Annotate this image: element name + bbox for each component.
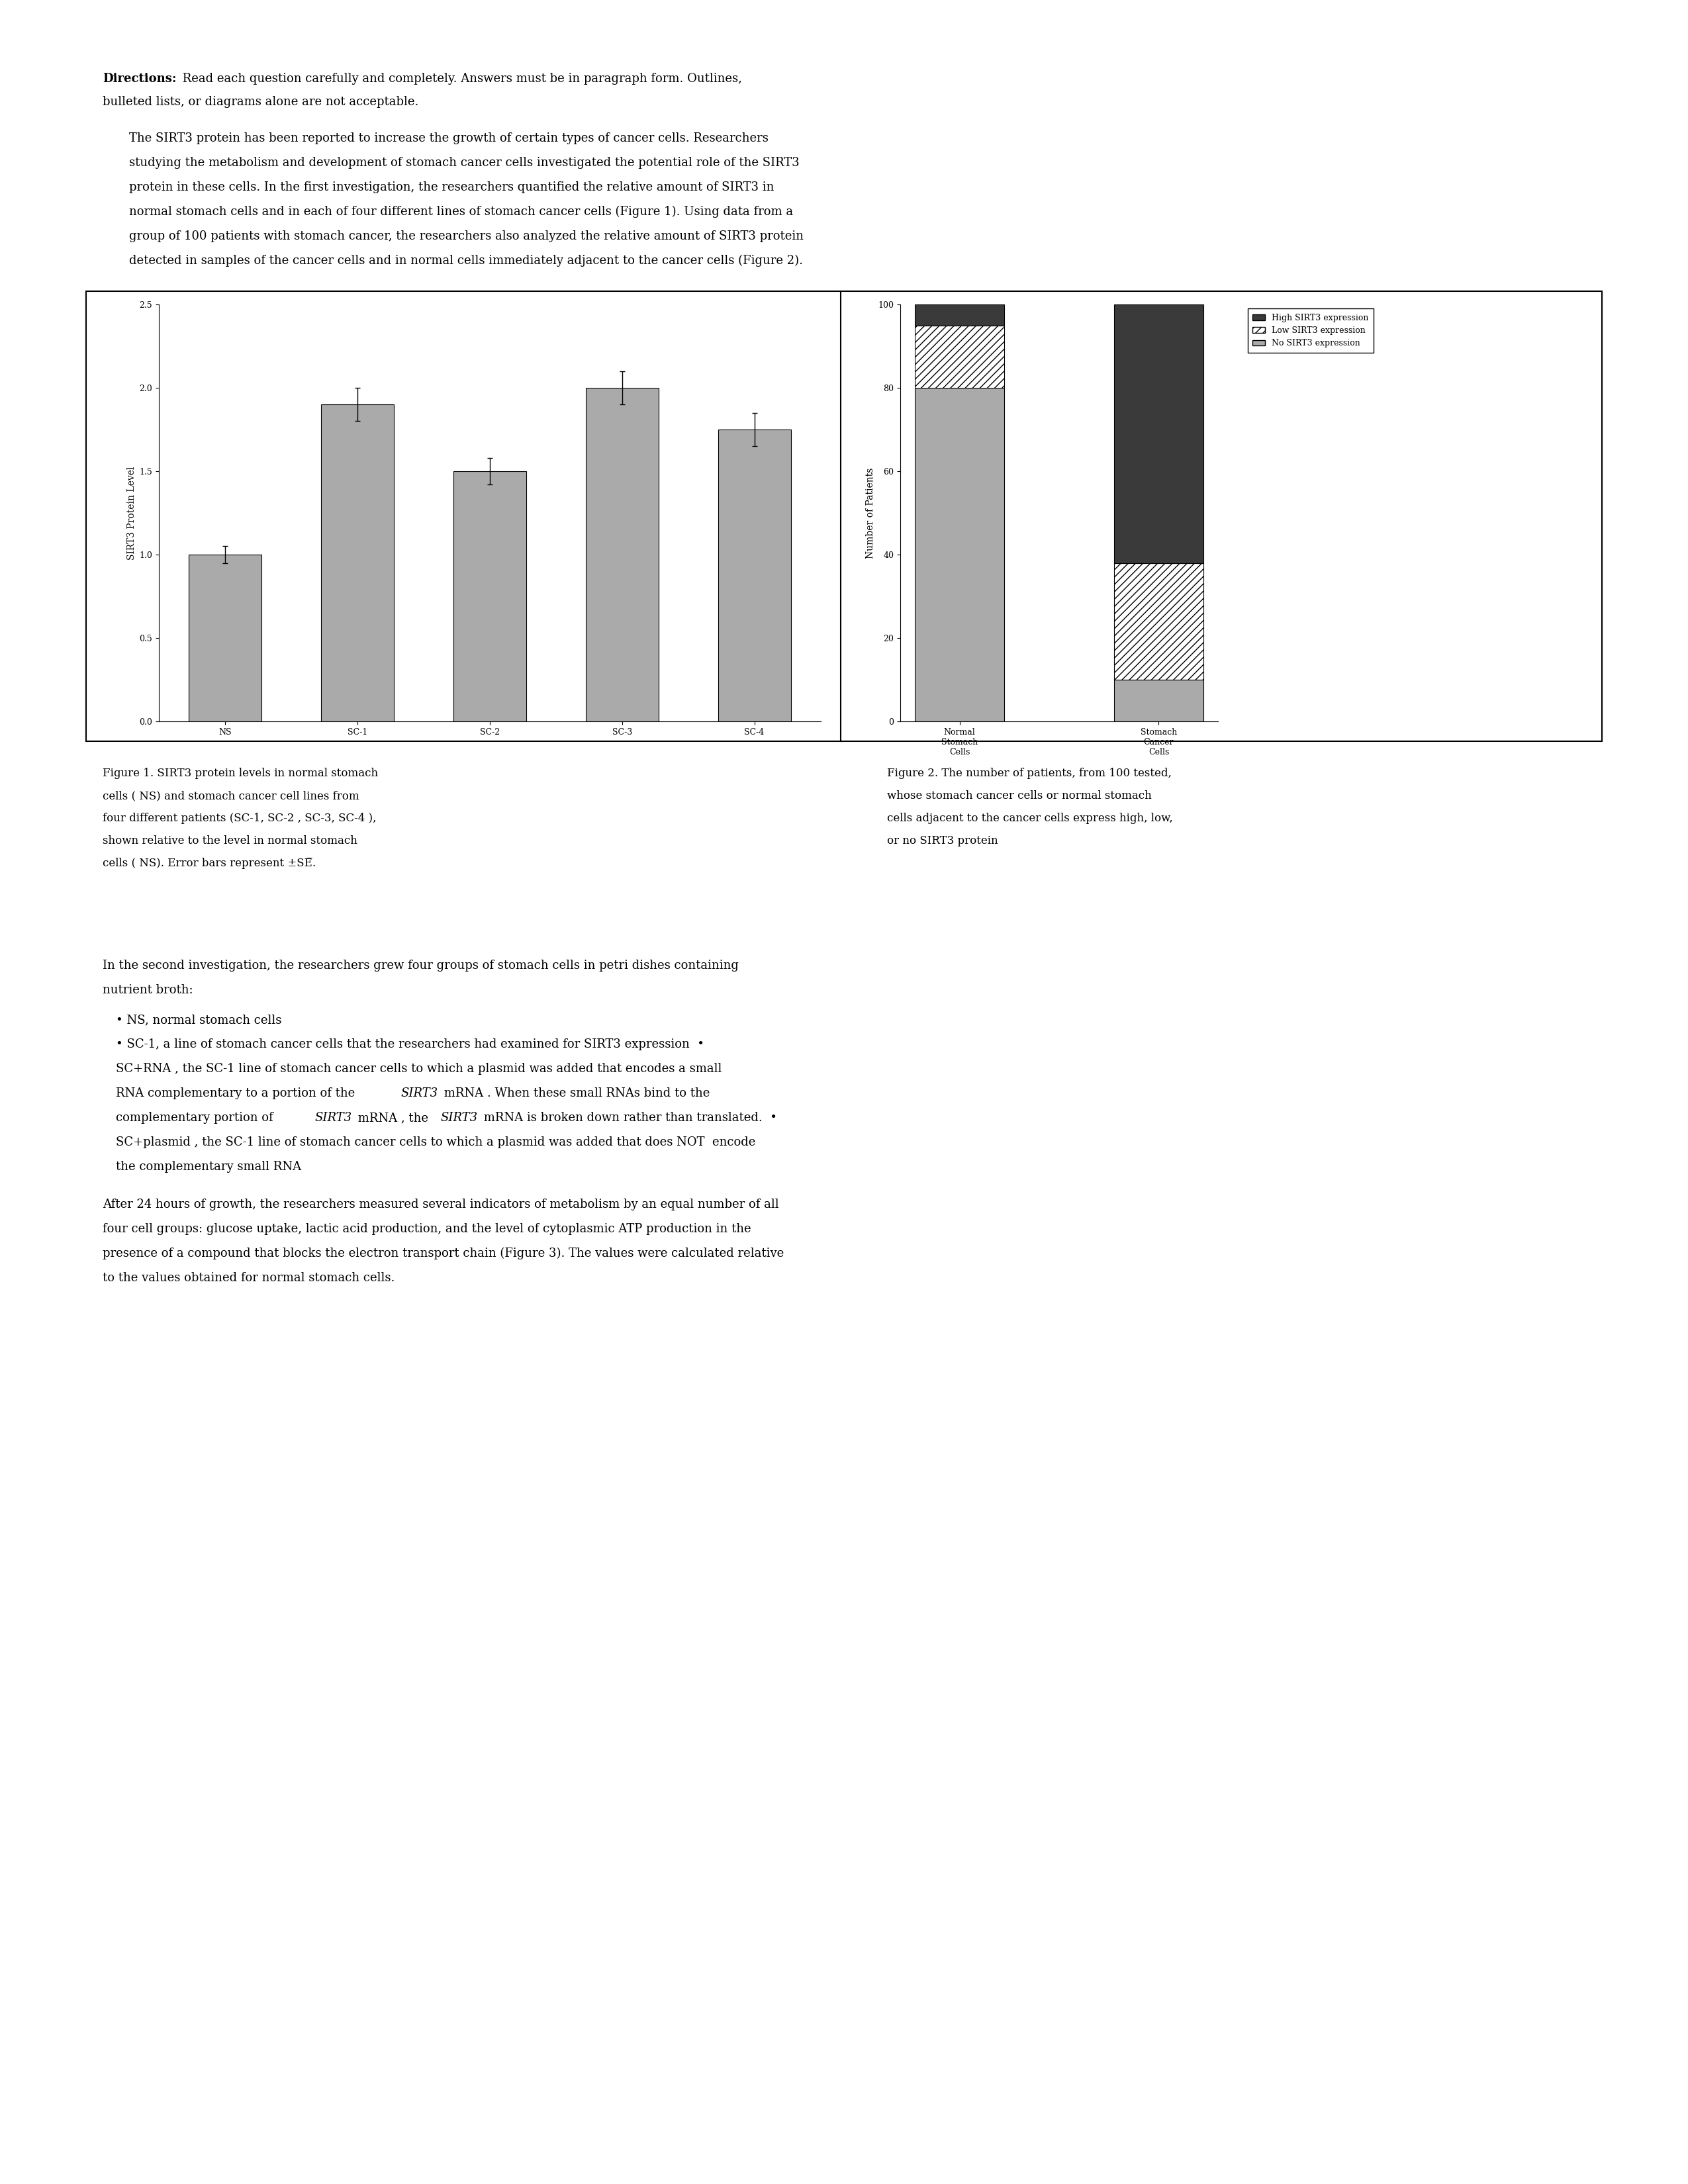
Text: • NS, normal stomach cells: • NS, normal stomach cells	[116, 1013, 282, 1026]
Text: mRNA is broken down rather than translated.  •: mRNA is broken down rather than translat…	[479, 1112, 776, 1125]
Y-axis label: Number of Patients: Number of Patients	[866, 467, 874, 559]
Text: four different patients (SC-1, SC-2 , SC-3, SC-4 ),: four different patients (SC-1, SC-2 , SC…	[103, 812, 376, 823]
Text: The SIRT3 protein has been reported to increase the growth of certain types of c: The SIRT3 protein has been reported to i…	[128, 133, 768, 144]
Text: cells ( NS). Error bars represent ±SE̅.: cells ( NS). Error bars represent ±SE̅.	[103, 858, 316, 869]
Text: presence of a compound that blocks the electron transport chain (Figure 3). The : presence of a compound that blocks the e…	[103, 1247, 783, 1260]
Text: studying the metabolism and development of stomach cancer cells investigated the: studying the metabolism and development …	[128, 157, 800, 168]
Text: shown relative to the level in normal stomach: shown relative to the level in normal st…	[103, 834, 358, 847]
Text: group of 100 patients with stomach cancer, the researchers also analyzed the rel: group of 100 patients with stomach cance…	[128, 229, 803, 242]
Text: mRNA , the: mRNA , the	[354, 1112, 432, 1125]
Bar	[454, 472, 527, 721]
Bar	[915, 325, 1004, 389]
Text: RNA complementary to a portion of the: RNA complementary to a portion of the	[116, 1088, 360, 1099]
Text: Figure 2. The number of patients, from 100 tested,: Figure 2. The number of patients, from 1…	[886, 769, 1171, 780]
Text: SC+plasmid , the SC-1 line of stomach cancer cells to which a plasmid was added : SC+plasmid , the SC-1 line of stomach ca…	[116, 1136, 756, 1149]
Text: whose stomach cancer cells or normal stomach: whose stomach cancer cells or normal sto…	[886, 791, 1151, 802]
Text: SIRT3: SIRT3	[314, 1112, 351, 1125]
Bar	[717, 430, 790, 721]
Text: SIRT3: SIRT3	[400, 1088, 437, 1099]
Bar	[321, 404, 393, 721]
Text: cells adjacent to the cancer cells express high, low,: cells adjacent to the cancer cells expre…	[886, 812, 1173, 823]
Text: After 24 hours of growth, the researchers measured several indicators of metabol: After 24 hours of growth, the researcher…	[103, 1199, 778, 1210]
Bar	[915, 389, 1004, 721]
Text: detected in samples of the cancer cells and in normal cells immediately adjacent: detected in samples of the cancer cells …	[128, 256, 803, 266]
Bar	[1114, 563, 1204, 679]
Text: normal stomach cells and in each of four different lines of stomach cancer cells: normal stomach cells and in each of four…	[128, 205, 793, 218]
Text: complementary portion of: complementary portion of	[116, 1112, 277, 1125]
Bar	[86, 290, 1602, 740]
Text: Directions:: Directions:	[103, 72, 177, 85]
Bar	[586, 389, 658, 721]
Legend: High SIRT3 expression, Low SIRT3 expression, No SIRT3 expression: High SIRT3 expression, Low SIRT3 express…	[1247, 308, 1374, 352]
Text: mRNA . When these small RNAs bind to the: mRNA . When these small RNAs bind to the	[441, 1088, 711, 1099]
Bar	[915, 304, 1004, 325]
Text: Read each question carefully and completely. Answers must be in paragraph form. : Read each question carefully and complet…	[179, 72, 743, 85]
Text: cells ( NS) and stomach cancer cell lines from: cells ( NS) and stomach cancer cell line…	[103, 791, 360, 802]
Bar	[189, 555, 262, 721]
Text: protein in these cells. In the first investigation, the researchers quantified t: protein in these cells. In the first inv…	[128, 181, 775, 192]
Text: In the second investigation, the researchers grew four groups of stomach cells i: In the second investigation, the researc…	[103, 959, 739, 972]
Text: • SC-1, a line of stomach cancer cells that the researchers had examined for SIR: • SC-1, a line of stomach cancer cells t…	[116, 1037, 704, 1051]
Bar	[1114, 304, 1204, 563]
Text: Figure 1. SIRT3 protein levels in normal stomach: Figure 1. SIRT3 protein levels in normal…	[103, 769, 378, 780]
Text: nutrient broth:: nutrient broth:	[103, 985, 192, 996]
Text: to the values obtained for normal stomach cells.: to the values obtained for normal stomac…	[103, 1271, 395, 1284]
Text: or no SIRT3 protein: or no SIRT3 protein	[886, 834, 998, 847]
Text: SIRT3: SIRT3	[441, 1112, 478, 1125]
Text: four cell groups: glucose uptake, lactic acid production, and the level of cytop: four cell groups: glucose uptake, lactic…	[103, 1223, 751, 1234]
Text: SC+RNA , the SC-1 line of stomach cancer cells to which a plasmid was added that: SC+RNA , the SC-1 line of stomach cancer…	[116, 1064, 722, 1075]
Text: bulleted lists, or diagrams alone are not acceptable.: bulleted lists, or diagrams alone are no…	[103, 96, 419, 107]
Bar	[1114, 679, 1204, 721]
Y-axis label: SIRT3 Protein Level: SIRT3 Protein Level	[127, 465, 137, 559]
Text: the complementary small RNA: the complementary small RNA	[116, 1162, 300, 1173]
